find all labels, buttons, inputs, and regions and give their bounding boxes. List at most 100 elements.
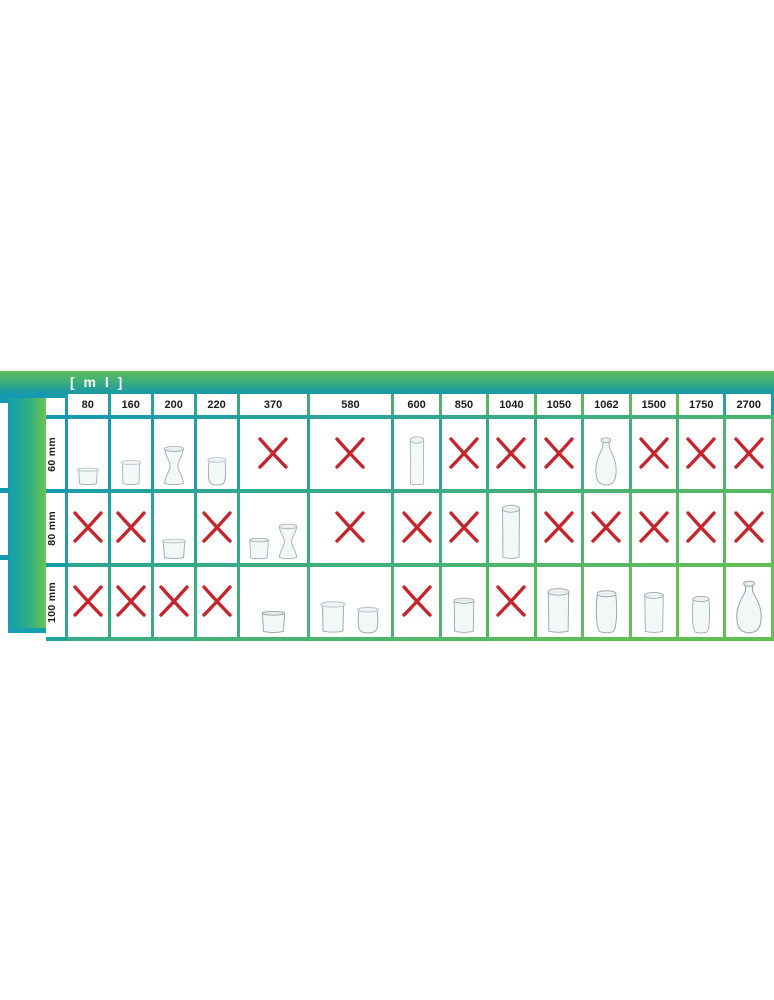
jar-icon-squat xyxy=(258,610,289,634)
cross-icon xyxy=(489,419,533,486)
cell-unavailable-1500-80mm xyxy=(628,489,680,567)
cell-jar-1062-100mm xyxy=(581,563,632,641)
column-header-80: 80 xyxy=(64,394,111,417)
jar-icon-tulip-lid xyxy=(203,456,231,486)
cell-unavailable-2700-60mm xyxy=(723,415,774,493)
jar-icon-deco xyxy=(275,522,301,560)
cross-icon xyxy=(68,493,108,560)
cell-jar-1050-100mm xyxy=(533,563,585,641)
cell-unavailable-370-60mm xyxy=(236,415,310,493)
row-header-60-mm: 60 mm xyxy=(46,415,67,493)
row-header-80-mm: 80 mm xyxy=(46,489,67,567)
column-header-580: 580 xyxy=(306,394,395,417)
jar-icon-tulip-tall xyxy=(590,588,623,634)
cell-unavailable-160-100mm xyxy=(107,563,154,641)
unit-header-band: [ m l ] xyxy=(0,371,774,398)
cross-icon xyxy=(197,567,237,634)
table-header-row: 80 160 200 220 370 580 600 850 1040 1050 1062 1500 1… xyxy=(46,394,774,417)
cross-icon xyxy=(197,493,237,560)
cross-icon xyxy=(632,493,676,560)
cell-unavailable-1040-60mm xyxy=(486,415,537,493)
jar-icon-tall-cylinder xyxy=(405,434,429,486)
cell-jar-850-100mm xyxy=(438,563,490,641)
corner-spacer xyxy=(46,394,66,417)
cross-icon xyxy=(537,493,581,560)
column-header-1750: 1750 xyxy=(676,394,727,417)
cell-unavailable-80-100mm xyxy=(64,563,111,641)
cell-jar-600-60mm xyxy=(391,415,442,493)
column-header-600: 600 xyxy=(391,394,442,417)
column-header-160: 160 xyxy=(107,394,154,417)
spine-notch-1 xyxy=(0,398,10,403)
table-row: 60 mm xyxy=(46,415,774,493)
cell-unavailable-850-80mm xyxy=(438,489,490,567)
cell-jar-200-80mm xyxy=(150,489,197,567)
cell-unavailable-1500-60mm xyxy=(628,415,680,493)
left-gradient-spine xyxy=(8,398,46,632)
jar-icon-straight-tall xyxy=(640,590,668,634)
cross-icon xyxy=(679,493,723,560)
cross-icon xyxy=(68,567,108,634)
cell-unavailable-1050-80mm xyxy=(533,489,585,567)
cell-unavailable-160-80mm xyxy=(107,489,154,567)
table-row: 80 mm xyxy=(46,489,774,567)
jar-icon-tulip-lid xyxy=(352,606,384,634)
cross-icon xyxy=(679,419,723,486)
jar-icon-tulip-short xyxy=(687,594,715,634)
cross-icon xyxy=(394,493,438,560)
cross-icon xyxy=(584,493,628,560)
cell-jar-370-80mm xyxy=(236,489,310,567)
cross-icon xyxy=(111,493,151,560)
cell-unavailable-80-80mm xyxy=(64,489,111,567)
jar-icon-tall-cylinder xyxy=(496,502,526,560)
column-header-2700: 2700 xyxy=(723,394,774,417)
cell-jar-2700-100mm xyxy=(723,563,774,641)
cell-jar-1062-60mm xyxy=(581,415,632,493)
cross-icon xyxy=(537,419,581,486)
jar-icon-straight-lid xyxy=(118,459,144,486)
row-header-label: 60 mm xyxy=(46,436,58,472)
jar-icon-flat-lid xyxy=(159,538,189,560)
cell-jar-1040-80mm xyxy=(486,489,537,567)
cell-jar-80-60mm xyxy=(64,415,111,493)
column-header-1062: 1062 xyxy=(581,394,632,417)
spine-cap-top xyxy=(8,394,46,399)
cell-jar-1500-100mm xyxy=(628,563,680,641)
row-header-label: 100 mm xyxy=(46,581,58,623)
cell-unavailable-600-100mm xyxy=(391,563,442,641)
cross-icon xyxy=(111,567,151,634)
row-header-100-mm: 100 mm xyxy=(46,563,67,641)
cell-jar-580-100mm xyxy=(306,563,395,641)
jar-icon-straight-tall xyxy=(543,586,574,634)
column-header-220: 220 xyxy=(193,394,240,417)
cell-unavailable-1050-60mm xyxy=(533,415,585,493)
jar-icon-straight-tall xyxy=(449,596,479,634)
cross-icon xyxy=(489,567,533,634)
spine-notch-2 xyxy=(0,488,10,493)
cell-jar-220-60mm xyxy=(193,415,240,493)
cross-icon xyxy=(394,567,438,634)
cell-unavailable-1040-100mm xyxy=(486,563,537,641)
cell-unavailable-1750-80mm xyxy=(676,489,727,567)
table-row: 100 mm xyxy=(46,563,774,641)
cell-jar-160-60mm xyxy=(107,415,154,493)
spine-notch-3 xyxy=(0,555,10,560)
cell-unavailable-1062-80mm xyxy=(581,489,632,567)
column-header-200: 200 xyxy=(150,394,197,417)
cross-icon xyxy=(310,419,392,486)
jar-icon-bottle xyxy=(591,436,621,486)
jar-size-matrix: 80 160 200 220 370 580 600 850 1040 1050 1062 1500 1… xyxy=(46,394,774,641)
cell-jar-1750-100mm xyxy=(676,563,727,641)
row-header-label: 80 mm xyxy=(46,510,58,546)
cross-icon xyxy=(442,419,486,486)
column-header-1050: 1050 xyxy=(533,394,585,417)
unit-label: [ m l ] xyxy=(70,374,125,390)
column-header-850: 850 xyxy=(438,394,490,417)
cross-icon xyxy=(632,419,676,486)
cell-jar-200-60mm xyxy=(150,415,197,493)
cross-icon xyxy=(726,419,771,486)
cross-icon xyxy=(310,493,392,560)
cross-icon xyxy=(726,493,771,560)
cross-icon xyxy=(154,567,194,634)
